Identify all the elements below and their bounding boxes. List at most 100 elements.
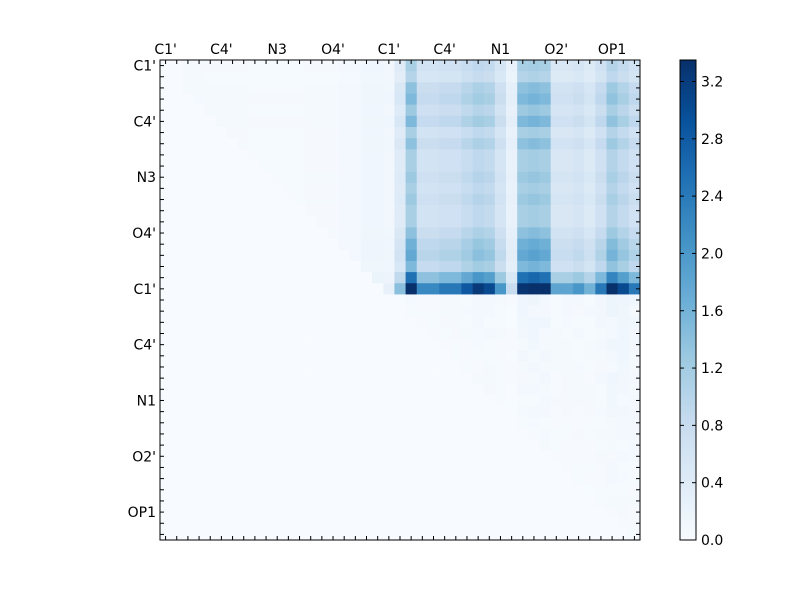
heatmap-cell bbox=[606, 294, 618, 306]
heatmap-cell bbox=[506, 171, 518, 184]
heatmap-cell bbox=[327, 227, 339, 239]
heatmap-cell bbox=[584, 260, 596, 273]
heatmap-cell bbox=[182, 294, 194, 306]
heatmap-cell bbox=[160, 294, 172, 306]
heatmap-cell bbox=[204, 227, 217, 239]
heatmap-cell bbox=[561, 350, 574, 362]
heatmap-cell bbox=[260, 506, 272, 518]
heatmap-cell bbox=[204, 238, 217, 251]
heatmap-cell bbox=[316, 93, 328, 105]
heatmap-cell bbox=[628, 171, 641, 184]
heatmap-cell bbox=[182, 205, 194, 217]
heatmap-cell bbox=[260, 394, 272, 407]
heatmap-cell bbox=[383, 305, 395, 318]
heatmap-cell bbox=[461, 93, 473, 105]
heatmap-cell bbox=[372, 60, 384, 72]
heatmap-cell bbox=[338, 104, 351, 117]
heatmap-cell bbox=[517, 406, 529, 418]
heatmap-cell bbox=[394, 294, 406, 306]
heatmap-cell bbox=[204, 182, 217, 195]
heatmap-cell bbox=[271, 506, 284, 518]
heatmap-cell bbox=[573, 149, 585, 161]
y-tick-label: C4' bbox=[133, 338, 156, 354]
heatmap-cell bbox=[360, 327, 373, 340]
heatmap-cell bbox=[439, 283, 451, 295]
heatmap-cell bbox=[327, 361, 339, 373]
heatmap-cell bbox=[405, 372, 418, 385]
heatmap-cell bbox=[439, 227, 451, 239]
heatmap-cell bbox=[483, 339, 496, 351]
heatmap-cell bbox=[450, 126, 462, 139]
heatmap-cell bbox=[349, 216, 362, 228]
heatmap-cell bbox=[427, 327, 440, 340]
heatmap-cell bbox=[372, 361, 384, 373]
heatmap-cell bbox=[595, 473, 607, 485]
heatmap-cell bbox=[171, 283, 183, 295]
heatmap-cell bbox=[606, 71, 618, 83]
heatmap-cell bbox=[327, 506, 339, 518]
heatmap-cell bbox=[305, 484, 317, 496]
heatmap-cell bbox=[606, 528, 618, 541]
heatmap-cell bbox=[517, 339, 529, 351]
y-tick-label: C1' bbox=[133, 59, 156, 75]
heatmap-cell bbox=[416, 383, 429, 396]
heatmap-cell bbox=[584, 361, 596, 373]
heatmap-cell bbox=[561, 93, 574, 105]
heatmap-cell bbox=[450, 350, 462, 362]
heatmap-cell bbox=[506, 126, 518, 139]
heatmap-cell bbox=[204, 372, 217, 385]
axis-ticks bbox=[160, 60, 640, 540]
heatmap-cell bbox=[171, 71, 183, 83]
heatmap-cell bbox=[349, 60, 362, 72]
heatmap-cell bbox=[260, 361, 272, 373]
heatmap-cell bbox=[573, 93, 585, 105]
heatmap-cell bbox=[215, 115, 228, 128]
heatmap-cell bbox=[528, 171, 540, 184]
heatmap-cell bbox=[215, 495, 228, 507]
heatmap-cell bbox=[539, 383, 551, 396]
heatmap-cell bbox=[506, 71, 518, 83]
heatmap-cell bbox=[494, 115, 507, 128]
heatmap-cell bbox=[249, 461, 261, 474]
heatmap-cell bbox=[405, 394, 418, 407]
heatmap-cell bbox=[305, 528, 317, 541]
heatmap-cell bbox=[160, 406, 172, 418]
heatmap-cell bbox=[584, 495, 596, 507]
heatmap-cell bbox=[282, 383, 295, 396]
heatmap-cell bbox=[226, 461, 239, 474]
heatmap-cell bbox=[293, 149, 306, 161]
heatmap-cell bbox=[338, 339, 351, 351]
heatmap-cell bbox=[193, 193, 205, 206]
heatmap-cell bbox=[327, 350, 339, 362]
heatmap-cell bbox=[573, 439, 585, 451]
heatmap-cell bbox=[305, 473, 317, 485]
heatmap-cell bbox=[360, 294, 373, 306]
heatmap-cell bbox=[628, 450, 641, 463]
heatmap-cell bbox=[450, 60, 462, 72]
heatmap-cell bbox=[193, 93, 205, 105]
heatmap-cell bbox=[171, 104, 183, 117]
heatmap-cell bbox=[439, 115, 451, 128]
heatmap-cell bbox=[215, 71, 228, 83]
heatmap-cell bbox=[338, 260, 351, 273]
heatmap-cell bbox=[349, 93, 362, 105]
heatmap-cell bbox=[360, 506, 373, 518]
heatmap-cell bbox=[204, 383, 217, 396]
heatmap-cell bbox=[472, 428, 485, 440]
heatmap-cell bbox=[293, 484, 306, 496]
heatmap-cell bbox=[160, 339, 172, 351]
heatmap-cell bbox=[606, 82, 618, 94]
heatmap-cell bbox=[215, 484, 228, 496]
heatmap-cell bbox=[461, 182, 473, 195]
heatmap-cell bbox=[327, 71, 339, 83]
colorbar-tick-label: 1.2 bbox=[701, 361, 723, 377]
heatmap-cell bbox=[528, 138, 540, 150]
heatmap-cell bbox=[539, 260, 551, 273]
heatmap-cell bbox=[204, 93, 217, 105]
heatmap-cell bbox=[528, 450, 540, 463]
heatmap-cell bbox=[628, 528, 641, 541]
heatmap-cell bbox=[305, 339, 317, 351]
heatmap-cell bbox=[260, 484, 272, 496]
heatmap-cell bbox=[517, 283, 529, 295]
heatmap-cell bbox=[383, 339, 395, 351]
